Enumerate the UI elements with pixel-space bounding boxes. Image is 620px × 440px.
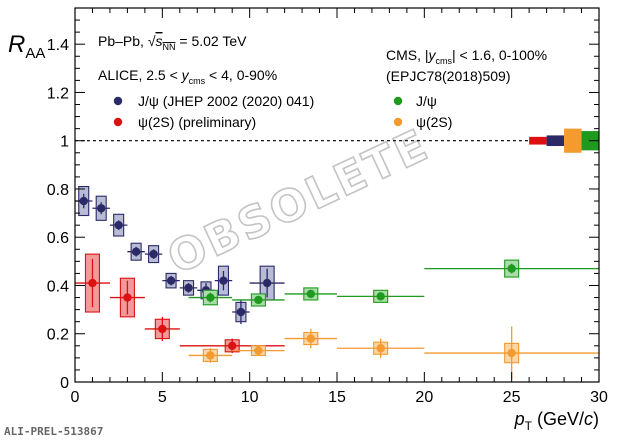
x-tick-label: 10 xyxy=(241,389,259,406)
marker-s1-p2 xyxy=(158,324,167,334)
y-tick-label: 0.4 xyxy=(47,278,69,295)
y-tick-label: 1.2 xyxy=(47,85,69,102)
x-tick-label: 20 xyxy=(415,389,433,406)
marker-s0-p0 xyxy=(79,196,88,206)
cms-reference: (EPJC78(2018)509) xyxy=(386,68,511,84)
legend-label-cms-psi2s: ψ(2S) xyxy=(416,114,452,130)
x-axis-title: pT (GeV/c) xyxy=(514,409,599,433)
marker-s3-p3 xyxy=(376,344,385,353)
marker-s3-p4 xyxy=(507,348,516,358)
cms-label: CMS, |ycms| < 1.6, 0-100% xyxy=(386,47,547,66)
watermark-text: OBSOLETE xyxy=(160,119,437,284)
alice-label: ALICE, 2.5 < ycms < 4, 0-90% xyxy=(98,67,277,86)
marker-s0-p6 xyxy=(184,283,193,293)
legend-marker-cms-jpsi xyxy=(393,96,403,106)
marker-s2-p4 xyxy=(507,264,516,273)
series-1 xyxy=(75,253,285,354)
y-tick-label: 0.6 xyxy=(47,230,69,247)
marker-s0-p5 xyxy=(166,276,176,285)
legend: J/ψ (JHEP 2002 (2020) 041) ψ(2S) (prelim… xyxy=(113,93,452,130)
data-layer xyxy=(75,128,599,380)
x-tick-label: 30 xyxy=(590,389,608,406)
marker-s3-p0 xyxy=(206,351,215,360)
marker-s0-p9 xyxy=(236,307,246,317)
marker-s1-p0 xyxy=(88,278,97,288)
y-tick-label: 0 xyxy=(60,375,69,392)
x-tick-label: 0 xyxy=(71,389,80,406)
series-2 xyxy=(188,259,599,307)
x-tick-label: 25 xyxy=(503,389,521,406)
marker-s2-p3 xyxy=(376,292,385,301)
marker-s0-p10 xyxy=(262,278,272,288)
global-uncertainty-box-2 xyxy=(564,128,582,153)
legend-marker-cms-psi2s xyxy=(393,117,403,127)
legend-marker-alice-jpsi xyxy=(113,96,123,106)
marker-s1-p3 xyxy=(228,341,237,351)
global-uncertainty-box-0 xyxy=(529,136,547,145)
global-uncertainty-box-1 xyxy=(546,135,565,147)
marker-s0-p3 xyxy=(131,247,141,256)
marker-s3-p2 xyxy=(306,334,315,343)
system-label: Pb–Pb, √sNN = 5.02 TeV xyxy=(98,33,247,52)
marker-s2-p1 xyxy=(254,295,263,305)
y-tick-label: 1.4 xyxy=(47,37,69,54)
y-tick-label: 0.2 xyxy=(47,327,69,344)
figure-id: ALI-PREL-513867 xyxy=(4,425,103,438)
marker-s2-p0 xyxy=(206,293,215,302)
legend-label-cms-jpsi: J/ψ xyxy=(416,93,437,109)
x-tick-label: 15 xyxy=(328,389,346,406)
marker-s0-p1 xyxy=(97,204,106,213)
marker-s2-p2 xyxy=(306,289,315,299)
series-3 xyxy=(188,326,599,380)
y-tick-label: 1 xyxy=(60,134,69,151)
marker-s0-p8 xyxy=(219,276,228,285)
axis-ticks: 0 5 10 15 20 25 30 0 0.2 0.4 0.6 0.8 1 1.2 1.4 xyxy=(47,7,608,406)
legend-label-alice-psi2s: ψ(2S) (preliminary) xyxy=(138,114,256,130)
y-axis-title: RAA xyxy=(8,31,45,62)
x-tick-label: 5 xyxy=(158,389,167,406)
marker-s1-p1 xyxy=(123,293,132,302)
marker-s3-p1 xyxy=(254,346,263,355)
marker-s0-p4 xyxy=(149,249,158,259)
legend-label-alice-jpsi: J/ψ (JHEP 2002 (2020) 041) xyxy=(138,93,314,109)
marker-s0-p2 xyxy=(114,220,123,230)
legend-marker-alice-psi2s xyxy=(113,117,123,127)
y-tick-label: 0.8 xyxy=(47,182,69,199)
